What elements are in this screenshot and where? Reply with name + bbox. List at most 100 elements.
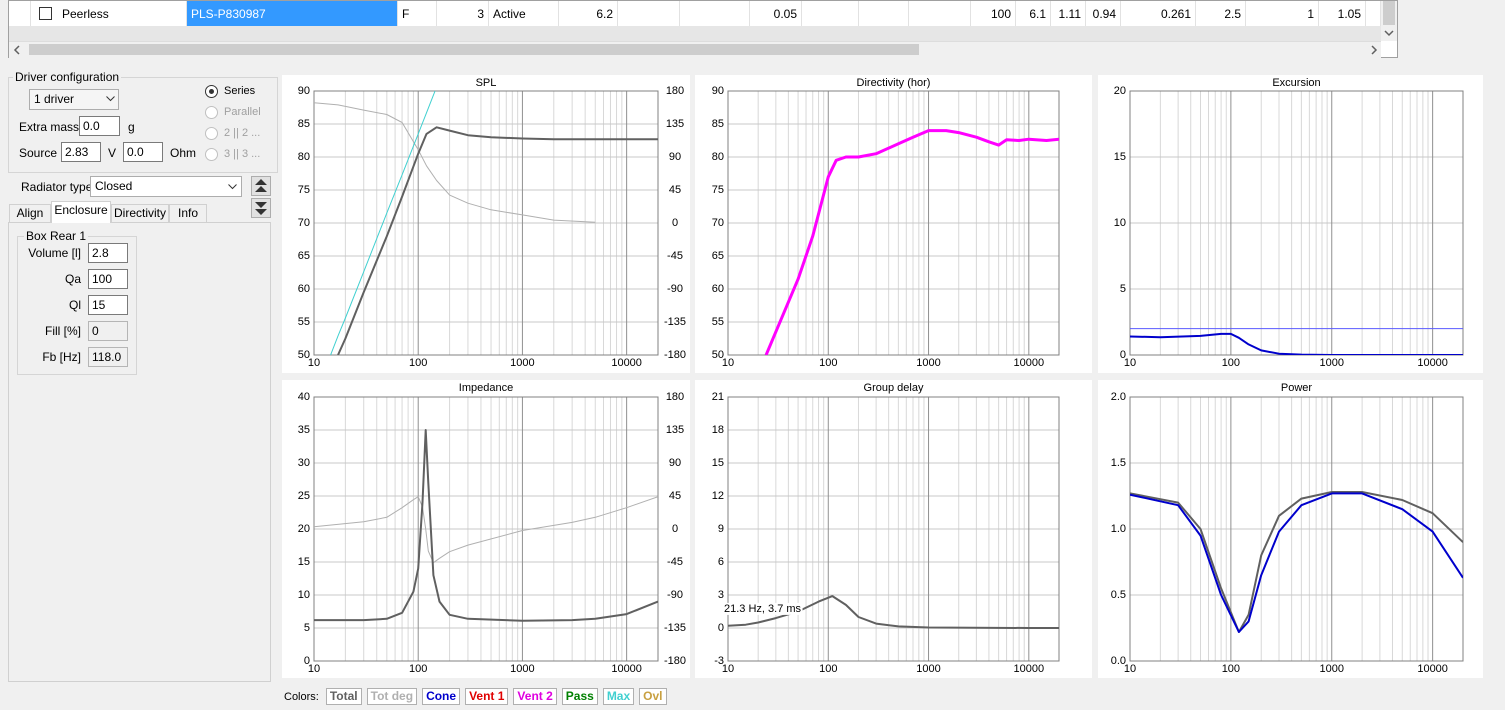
y-tick-label: 15 xyxy=(1114,151,1126,163)
tab[interactable]: Align xyxy=(9,204,51,223)
row-checkbox[interactable] xyxy=(39,7,52,20)
x-tick-label: 10 xyxy=(1124,357,1136,369)
chart-title: Power xyxy=(1281,382,1313,394)
radio-label[interactable]: 3 || 3 ... xyxy=(224,148,261,160)
radio-button[interactable] xyxy=(205,127,218,140)
voltage-input[interactable]: 2.83 xyxy=(61,142,101,162)
plot-frame xyxy=(727,396,1060,662)
x-tick-label: 10 xyxy=(1124,663,1136,675)
tab-page xyxy=(8,222,271,682)
y-tick-label: 0.0 xyxy=(1111,655,1126,667)
legend-item[interactable]: Cone xyxy=(422,688,461,705)
scroll-down[interactable] xyxy=(1384,28,1394,38)
select-value: Closed xyxy=(95,179,133,193)
table-cell xyxy=(909,1,971,26)
x-tick-label: 1000 xyxy=(510,357,534,369)
y-tick-label: 1.5 xyxy=(1111,457,1126,469)
chart-title: Excursion xyxy=(1272,77,1320,89)
field-label: Fill [%] xyxy=(45,324,81,338)
field-label: Volume [l] xyxy=(28,246,81,260)
scroll-right[interactable] xyxy=(1369,45,1379,55)
x-tick-label: 100 xyxy=(409,357,427,369)
legend-item[interactable]: Tot deg xyxy=(366,688,418,705)
radio-label[interactable]: 2 || 2 ... xyxy=(224,127,261,139)
table-cell xyxy=(680,1,750,26)
series-line xyxy=(314,102,596,223)
y-tick-label: 50 xyxy=(712,349,724,361)
series-line xyxy=(314,496,658,564)
selected-cell[interactable]: PLS-P830987 xyxy=(187,1,398,26)
table-cell: 3 xyxy=(437,1,489,26)
group-title: Driver configuration xyxy=(13,70,122,84)
unit: V xyxy=(108,146,117,160)
x-tick-label: 100 xyxy=(1222,663,1240,675)
y2-tick-label: -135 xyxy=(664,622,686,634)
y-tick-label: 70 xyxy=(712,217,724,229)
y-tick-label: 55 xyxy=(712,316,724,328)
y2-tick-label: 180 xyxy=(666,391,684,403)
y-tick-label: 18 xyxy=(712,424,724,436)
series-line xyxy=(1130,492,1463,633)
radio-label[interactable]: Parallel xyxy=(224,106,261,118)
y-tick-label: 80 xyxy=(712,151,724,163)
chart-title: SPL xyxy=(476,77,497,89)
y2-tick-label: 0 xyxy=(672,523,678,535)
resistance-input[interactable]: 0.0 xyxy=(123,142,163,162)
legend-item[interactable]: Vent 2 xyxy=(513,688,557,705)
tab[interactable]: Enclosure xyxy=(51,201,111,223)
radiator-select[interactable]: Closed xyxy=(90,176,242,197)
y2-tick-label: 135 xyxy=(666,424,684,436)
table-cell: 1 xyxy=(1246,1,1319,26)
table-cell: Peerless xyxy=(58,1,187,26)
move-buttons[interactable] xyxy=(251,176,271,218)
field-input: 0 xyxy=(88,321,128,341)
table-cell xyxy=(859,1,909,26)
radio-label[interactable]: Series xyxy=(224,85,256,97)
drivers-select[interactable]: 1 driver xyxy=(29,89,119,110)
legend-item[interactable]: Ovl xyxy=(639,688,667,705)
x-tick-label: 1000 xyxy=(1320,357,1344,369)
y2-tick-label: 45 xyxy=(669,490,681,502)
y-tick-label: 12 xyxy=(712,490,724,502)
x-tick-label: 10 xyxy=(308,357,320,369)
chart-title: Group delay xyxy=(864,382,924,394)
x-tick-label: 1000 xyxy=(916,663,940,675)
y2-tick-label: 0 xyxy=(672,217,678,229)
table-cell: 100 xyxy=(971,1,1016,26)
table-cell: 0.261 xyxy=(1121,1,1196,26)
y-tick-label: 3 xyxy=(718,589,724,601)
x-tick-label: 10000 xyxy=(1014,663,1045,675)
tab[interactable]: Directivity xyxy=(111,204,169,223)
field-input[interactable]: 2.8 xyxy=(88,243,128,263)
table-cell: 0.05 xyxy=(750,1,802,26)
table-cell xyxy=(802,1,859,26)
radio-dot xyxy=(209,89,214,94)
legend-item[interactable]: Max xyxy=(602,688,635,705)
h-scroll-thumb[interactable] xyxy=(29,44,919,55)
extra-mass-input[interactable]: 0.0 xyxy=(79,116,120,136)
scroll-left[interactable] xyxy=(12,45,22,55)
v-scrollbar[interactable] xyxy=(1381,1,1397,41)
field-input[interactable]: 15 xyxy=(88,295,128,315)
field-input[interactable]: 100 xyxy=(88,269,128,289)
radio-button[interactable] xyxy=(205,106,218,119)
legend-item[interactable]: Total xyxy=(325,688,362,705)
h-scrollbar[interactable] xyxy=(9,41,1381,58)
legend-item[interactable]: Vent 1 xyxy=(465,688,509,705)
y-tick-label: 70 xyxy=(298,217,310,229)
y-tick-label: 0.5 xyxy=(1111,589,1126,601)
y-tick-label: 5 xyxy=(1120,283,1126,295)
legend-item[interactable]: Pass xyxy=(561,688,598,705)
x-tick-label: 1000 xyxy=(1320,663,1344,675)
y-tick-label: -3 xyxy=(714,655,724,667)
v-scroll-thumb[interactable] xyxy=(1383,1,1395,25)
label: Radiator type xyxy=(21,180,93,194)
y-tick-label: 20 xyxy=(298,523,310,535)
y-tick-label: 90 xyxy=(298,85,310,97)
group-title: Box Rear 1 xyxy=(24,229,89,243)
tab[interactable]: Info xyxy=(169,204,207,223)
radio-button[interactable] xyxy=(205,148,218,161)
series-line xyxy=(728,595,1059,629)
x-tick-label: 10000 xyxy=(1014,357,1045,369)
